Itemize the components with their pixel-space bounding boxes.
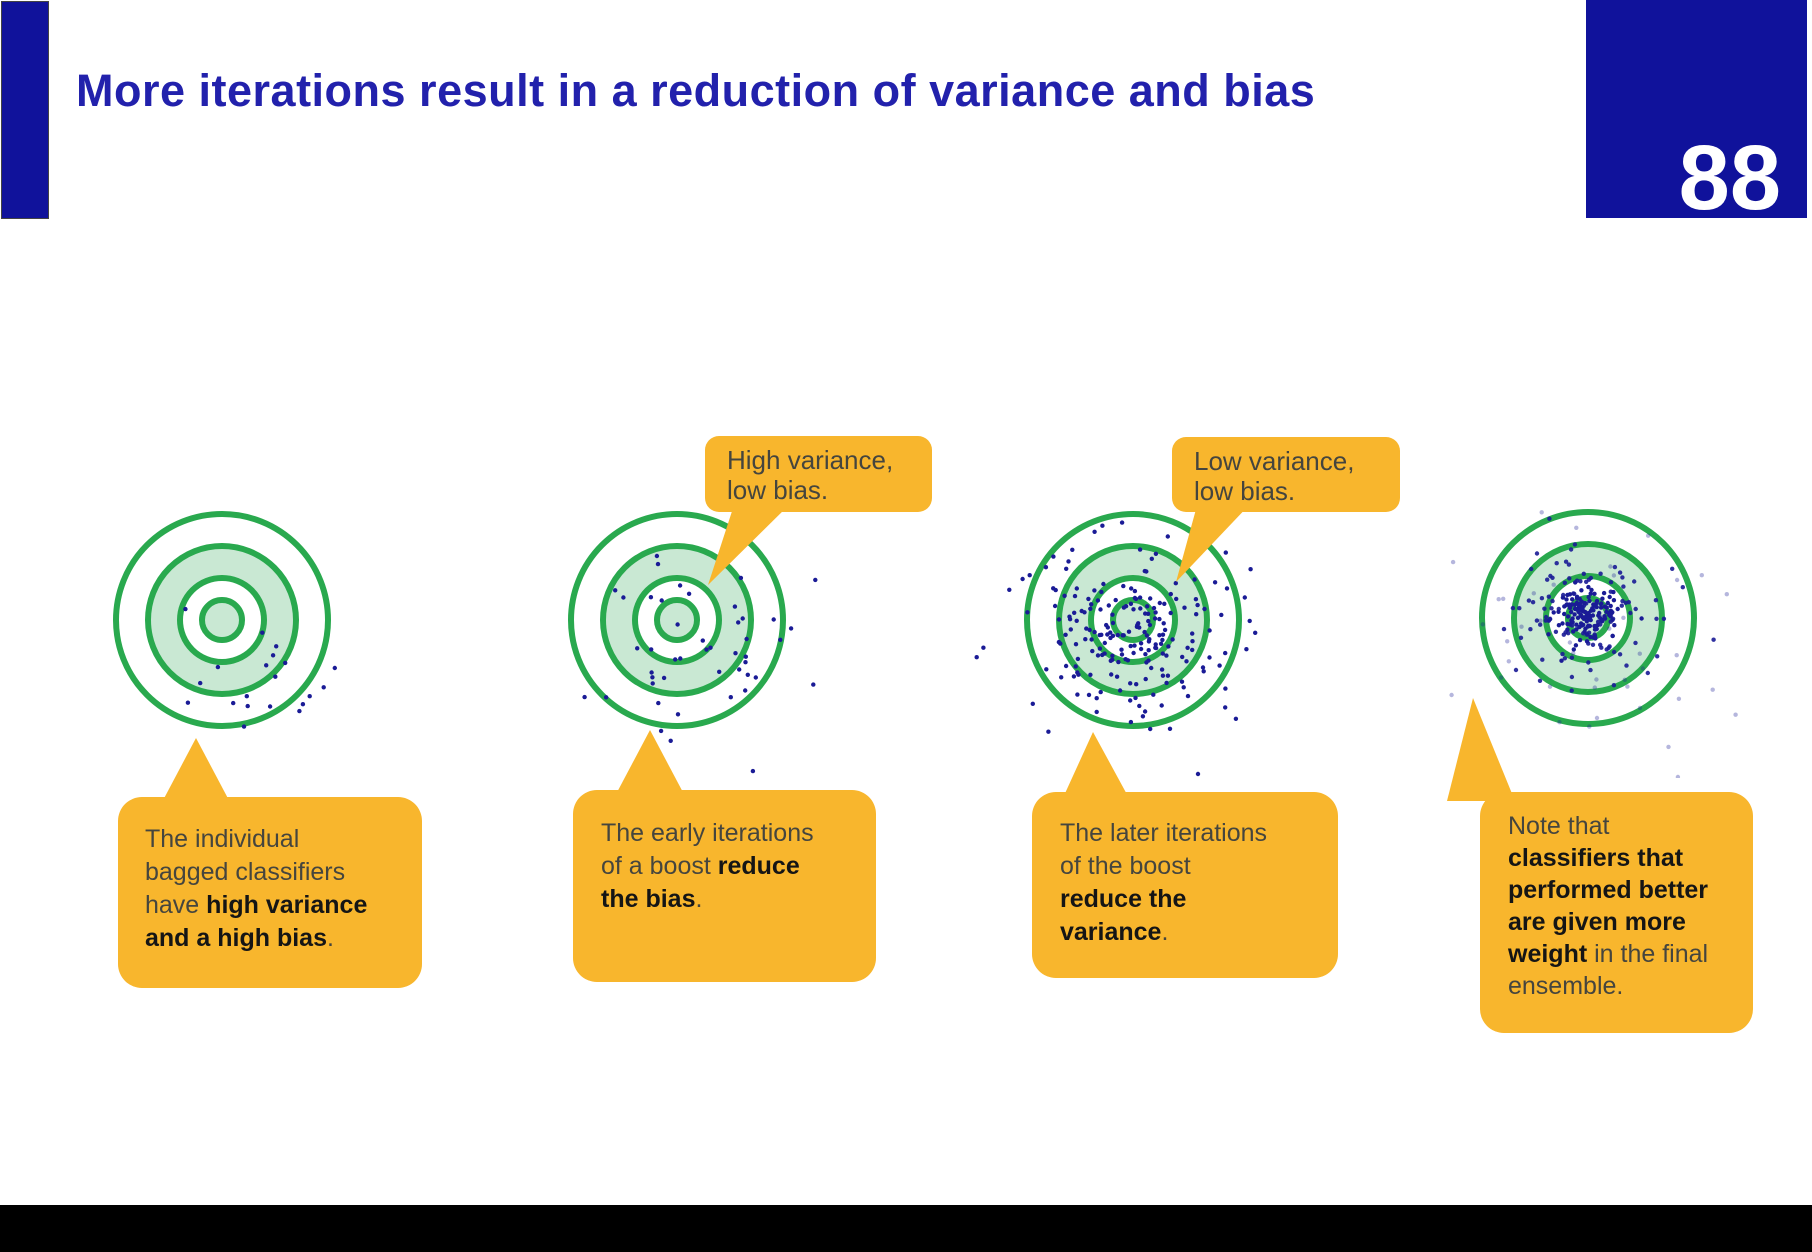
callout-text-line: performed better: [1508, 876, 1709, 904]
callout-text-line: of a boost reduce: [601, 852, 800, 880]
callout-text-line: Low variance,: [1194, 446, 1355, 476]
page-number-box: 88: [1586, 0, 1807, 224]
callout-low-variance-low-bias: Low variance, low bias.: [1172, 437, 1400, 512]
callout-text-line: have high variance: [145, 891, 368, 919]
footer-bar: [0, 1205, 1812, 1252]
callout-later-iterations: The later iterations of the boost reduce t…: [1032, 792, 1338, 978]
slide-title: More iterations result in a reduction of…: [76, 65, 1316, 116]
callout-bagged-classifiers: The individual bagged classifiers have hig…: [118, 797, 422, 988]
callout-text-line: the bias.: [601, 885, 703, 913]
callout-text-line: are given more: [1508, 908, 1686, 936]
left-accent-bar: [1, 1, 49, 219]
callout-text-line: classifiers that: [1508, 844, 1684, 872]
callout-text-line: ensemble.: [1508, 972, 1624, 1000]
callout-high-variance-low-bias: High variance, low bias.: [705, 436, 932, 512]
target-weighted-ensemble: [1449, 509, 1738, 778]
callout-text-line: Note that: [1508, 812, 1610, 840]
callout-text-line: low bias.: [727, 475, 829, 505]
callout-text-line: variance.: [1060, 918, 1169, 946]
callout-early-iterations: The early iterations of a boost reduce the…: [573, 790, 876, 982]
callout-text-line: reduce the: [1060, 885, 1187, 913]
page-number: 88: [1678, 127, 1781, 229]
callout-text-line: low bias.: [1194, 476, 1296, 506]
callout-text-line: The later iterations: [1060, 819, 1268, 847]
callout-weighted-ensemble: Note that classifiers that performed bette…: [1480, 792, 1753, 1033]
callout-text-line: of the boost: [1060, 852, 1191, 880]
callout-text-line: bagged classifiers: [145, 858, 346, 886]
callout-text-line: The individual: [145, 825, 300, 853]
callout-text-line: The early iterations: [601, 819, 814, 847]
target-bagging: [113, 511, 337, 729]
callout-text-line: and a high bias.: [145, 924, 334, 952]
callout-text-line: High variance,: [727, 445, 894, 475]
callout-text-line: weight in the final: [1508, 940, 1709, 968]
